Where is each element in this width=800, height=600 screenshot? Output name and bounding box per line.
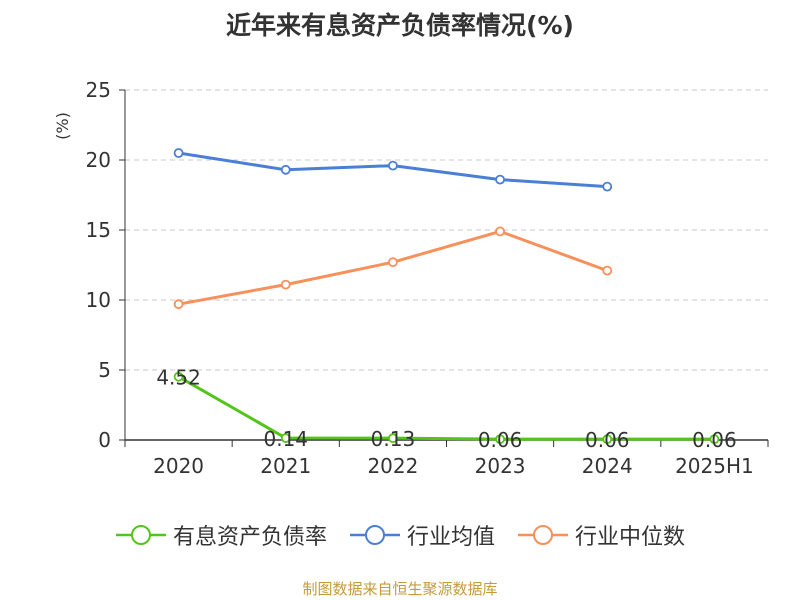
legend-swatch	[518, 525, 568, 545]
data-point	[495, 226, 505, 237]
data-label: 0.13	[371, 427, 416, 451]
chart-title: 近年来有息资产负债率情况(%)	[226, 11, 574, 40]
x-tick-label: 2021	[260, 454, 311, 478]
y-tick-label: 10	[86, 288, 111, 312]
x-tick-label: 2025H1	[675, 454, 754, 478]
data-point	[388, 433, 398, 444]
y-tick-label: 20	[86, 148, 111, 172]
legend-item[interactable]: 行业均值	[349, 519, 495, 551]
legend: 有息资产负债率 行业均值 行业中位数	[0, 519, 800, 551]
data-point	[280, 164, 291, 175]
y-tick-label: 0	[98, 428, 111, 452]
y-axis-label: (%)	[53, 112, 72, 140]
data-point	[495, 434, 505, 445]
y-tick-label: 5	[98, 358, 111, 382]
legend-marker	[130, 525, 151, 545]
legend-swatch	[115, 525, 166, 545]
series-line	[178, 229, 608, 306]
data-point	[495, 174, 505, 185]
data-point	[280, 433, 291, 443]
series-line	[177, 375, 715, 441]
legend-label: 有息资产负债率	[172, 525, 327, 550]
legend-marker	[364, 525, 385, 545]
data-point	[388, 257, 398, 268]
y-tick-label: 15	[86, 218, 111, 242]
legend-item[interactable]: 行业中位数	[517, 519, 685, 551]
gridlines	[125, 89, 768, 371]
data-point	[280, 279, 291, 290]
x-tick-label: 2022	[367, 454, 418, 478]
data-label: 0.06	[585, 428, 630, 452]
legend-marker	[533, 525, 553, 545]
data-point	[709, 434, 720, 445]
data-labels: 4.52 0.14 0.13 0.06 0.06 0.06	[156, 366, 736, 452]
data-point	[602, 181, 613, 192]
axes: 0 5 10 15 20 25 2020 2021 2022 2023 2024 2025H1	[86, 78, 769, 478]
data-point	[602, 265, 613, 276]
data-point	[173, 371, 184, 382]
data-point	[173, 299, 184, 310]
data-label: 0.06	[478, 428, 523, 452]
x-tick-label: 2023	[475, 454, 526, 478]
data-point	[173, 148, 184, 158]
x-tick-label: 2020	[153, 454, 204, 478]
series-layer	[173, 148, 720, 445]
legend-label: 行业中位数	[575, 525, 686, 550]
data-label: 4.52	[156, 366, 201, 390]
data-label: 0.06	[692, 428, 737, 452]
legend-label: 行业均值	[406, 525, 495, 550]
x-tick-label: 2024	[582, 454, 633, 478]
legend-swatch	[349, 525, 400, 545]
data-label: 0.14	[263, 427, 308, 451]
data-point	[388, 160, 398, 171]
y-tick-label: 25	[86, 78, 111, 102]
data-point	[602, 434, 613, 445]
legend-item[interactable]: 有息资产负债率	[115, 519, 327, 551]
source-note: 制图数据来自恒生聚源数据库	[302, 580, 498, 598]
